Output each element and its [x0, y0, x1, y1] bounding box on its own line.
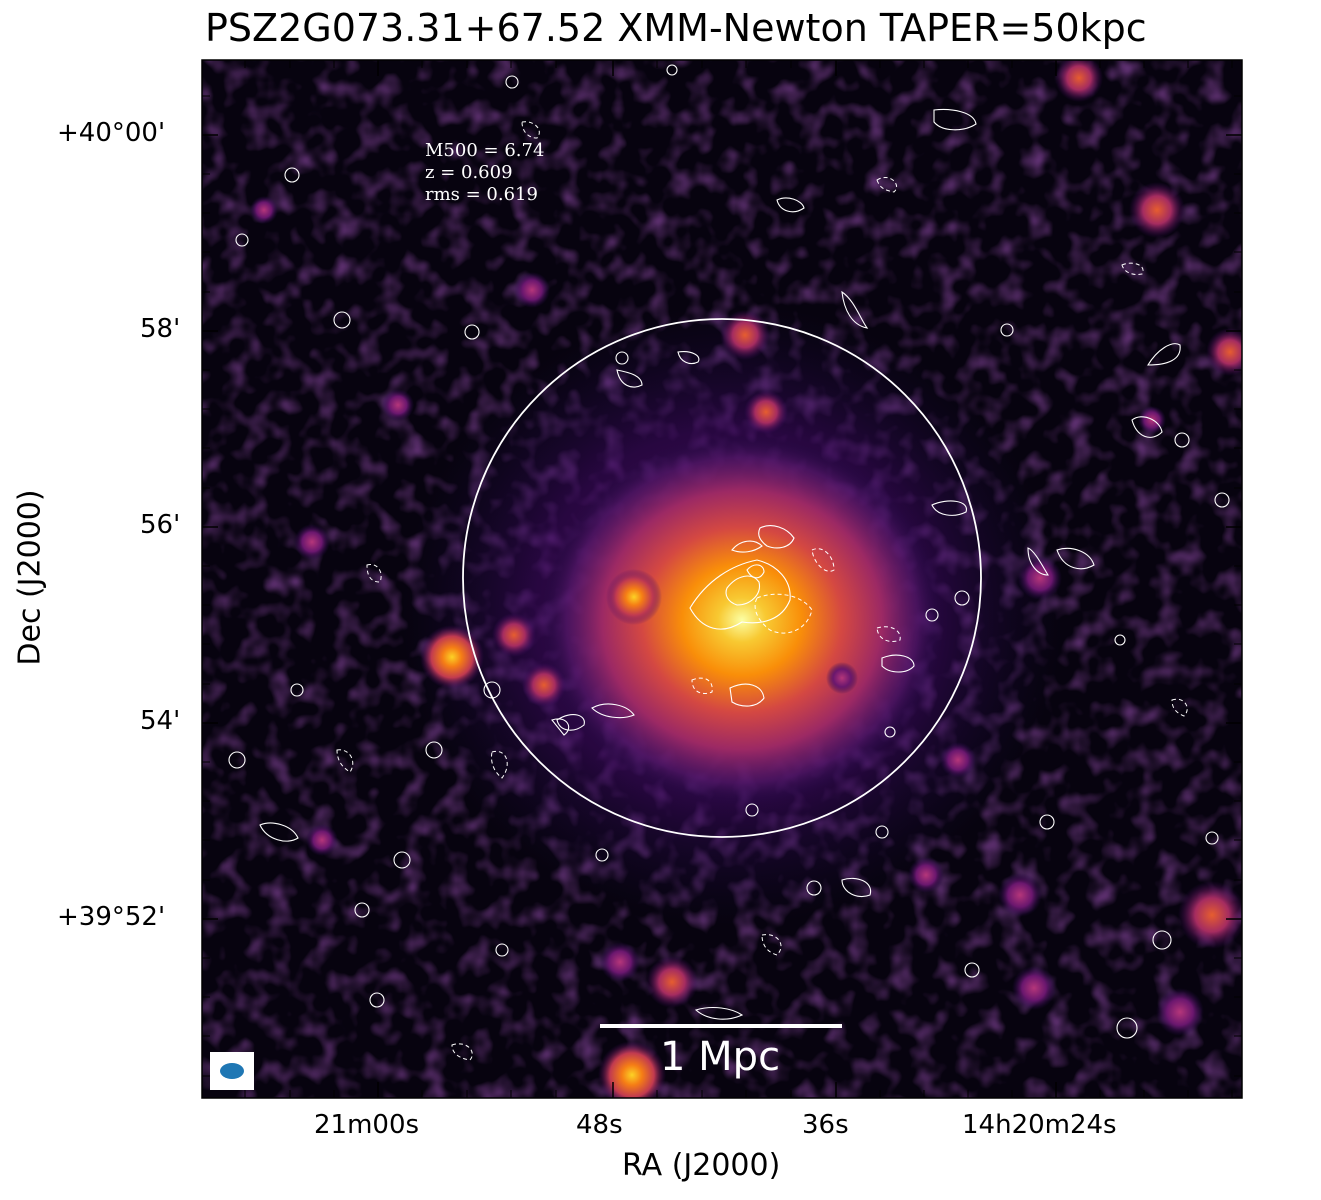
point-source	[606, 569, 662, 625]
point-source	[1156, 988, 1204, 1036]
x-tick-label: 48s	[576, 1110, 623, 1140]
point-source	[294, 524, 330, 560]
y-tick-label: 56'	[140, 510, 181, 540]
y-tick-label: +40°00'	[57, 118, 166, 148]
cluster-info: M500 = 6.74 z = 0.609 rms = 0.619	[425, 140, 544, 206]
scale-bar	[600, 1024, 842, 1028]
x-axis-label: RA (J2000)	[622, 1148, 781, 1183]
rms-label: rms = 0.619	[425, 184, 538, 205]
y-tick-label: 58'	[140, 314, 181, 344]
point-source	[826, 662, 858, 694]
xray-image-panel: M500 = 6.74 z = 0.609 rms = 0.619	[202, 60, 1242, 1098]
x-tick-label: 36s	[802, 1110, 849, 1140]
point-source	[908, 857, 944, 893]
point-source	[492, 613, 536, 657]
x-tick-label: 21m00s	[314, 1110, 420, 1140]
point-source	[1012, 966, 1056, 1010]
point-source	[940, 742, 976, 778]
point-source	[646, 956, 698, 1008]
point-source	[720, 310, 770, 360]
point-source	[998, 873, 1042, 917]
m500-label: M500 = 6.74	[425, 140, 545, 161]
point-source	[600, 942, 640, 982]
scale-bar-label: 1 Mpc	[660, 1034, 781, 1080]
point-source	[514, 272, 550, 308]
point-source	[306, 824, 338, 856]
x-tick-label: 14h20m24s	[962, 1110, 1117, 1140]
y-tick-label: +39°52'	[57, 902, 166, 932]
redshift-label: z = 0.609	[425, 162, 513, 183]
point-source	[250, 196, 278, 224]
beam-inset	[210, 1052, 254, 1090]
point-source	[382, 389, 414, 421]
beam-ellipse	[220, 1063, 244, 1079]
point-source	[1129, 182, 1185, 238]
cluster-core	[542, 435, 942, 805]
figure-title: PSZ2G073.31+67.52 XMM-Newton TAPER=50kpc	[205, 6, 1147, 50]
y-axis-label: Dec (J2000)	[12, 489, 48, 666]
point-source	[744, 390, 788, 434]
y-tick-label: 54'	[140, 706, 181, 736]
point-source	[522, 663, 566, 707]
xray-image	[202, 60, 1242, 1098]
